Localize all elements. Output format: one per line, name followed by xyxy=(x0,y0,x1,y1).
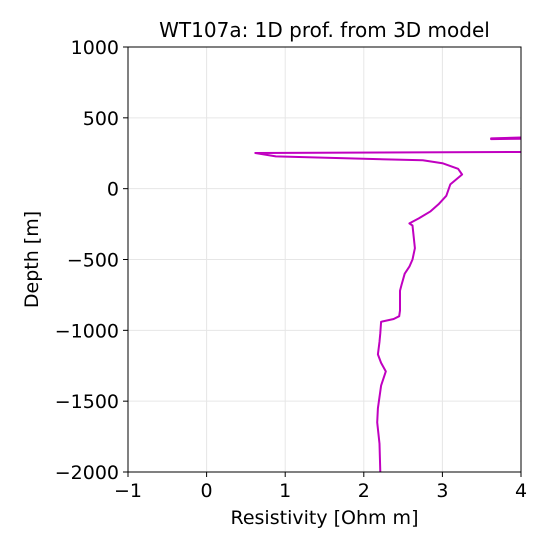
y-tick-label: −1500 xyxy=(55,391,119,413)
x-tick-label: 2 xyxy=(358,480,370,502)
y-axis-label: Depth [m] xyxy=(21,211,43,308)
y-axis: 1000 500 0 −500 −1000 −1500 −2000 xyxy=(55,37,128,484)
x-tick-label: 4 xyxy=(515,480,527,502)
y-tick-label: −2000 xyxy=(55,462,119,484)
x-tick-label: 3 xyxy=(436,480,448,502)
y-tick-label: −1000 xyxy=(55,320,119,342)
x-tick-label: 0 xyxy=(201,480,213,502)
chart-title: WT107a: 1D prof. from 3D model xyxy=(159,18,490,42)
y-tick-label: 1000 xyxy=(71,37,119,59)
y-tick-label: 500 xyxy=(83,108,119,130)
x-tick-label: 1 xyxy=(279,480,291,502)
x-axis-label: Resistivity [Ohm m] xyxy=(231,507,419,529)
x-axis: −1 0 1 2 3 4 xyxy=(114,472,527,502)
y-tick-label: −500 xyxy=(67,250,119,272)
y-tick-label: 0 xyxy=(107,179,119,201)
